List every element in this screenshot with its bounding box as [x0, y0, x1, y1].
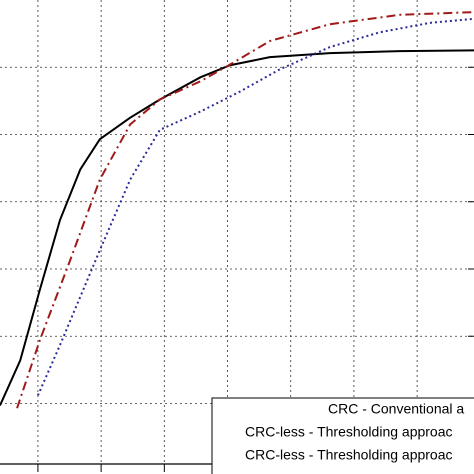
legend-label: CRC-less - Thresholding approac [245, 424, 453, 440]
series-line [16, 11, 474, 409]
legend-label: CRC - Conventional a [328, 401, 464, 417]
series-line [37, 17, 474, 396]
legend-label: CRC-less - Thresholding approac [245, 447, 453, 463]
series-line [0, 49, 474, 406]
legend-box [211, 397, 474, 474]
